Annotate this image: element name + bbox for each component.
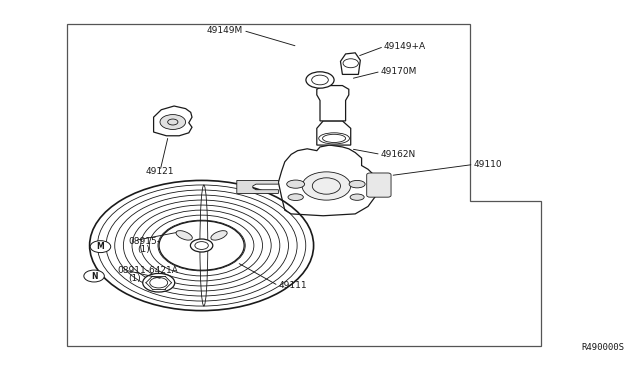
Ellipse shape (349, 180, 365, 188)
Ellipse shape (176, 231, 193, 240)
Ellipse shape (350, 194, 364, 200)
Text: 49121: 49121 (146, 167, 174, 176)
Text: 49111: 49111 (278, 281, 307, 290)
Polygon shape (237, 180, 278, 193)
Circle shape (143, 273, 175, 292)
Circle shape (159, 221, 244, 270)
Text: 08911-6421A: 08911-6421A (117, 266, 178, 275)
Text: 08915-1421A: 08915-1421A (128, 237, 189, 246)
Ellipse shape (211, 231, 227, 240)
Text: (1): (1) (138, 245, 150, 254)
Ellipse shape (288, 194, 303, 201)
Polygon shape (317, 86, 349, 121)
Text: 49162N: 49162N (381, 150, 416, 159)
Text: 49170M: 49170M (381, 67, 417, 76)
Text: 49149+A: 49149+A (384, 42, 426, 51)
Polygon shape (154, 106, 192, 136)
FancyBboxPatch shape (367, 173, 391, 197)
Text: 49149M: 49149M (207, 26, 243, 35)
Text: 49110: 49110 (474, 160, 502, 169)
Text: R490000S: R490000S (581, 343, 624, 352)
Text: N: N (91, 272, 97, 280)
Ellipse shape (287, 180, 305, 188)
Circle shape (84, 270, 104, 282)
Polygon shape (278, 145, 378, 216)
Circle shape (302, 172, 351, 200)
Text: M: M (97, 242, 104, 251)
Circle shape (306, 72, 334, 88)
Circle shape (90, 241, 111, 253)
Text: (1): (1) (128, 275, 141, 283)
Circle shape (191, 239, 212, 252)
Polygon shape (317, 121, 351, 145)
Circle shape (160, 115, 186, 129)
Polygon shape (340, 53, 360, 74)
